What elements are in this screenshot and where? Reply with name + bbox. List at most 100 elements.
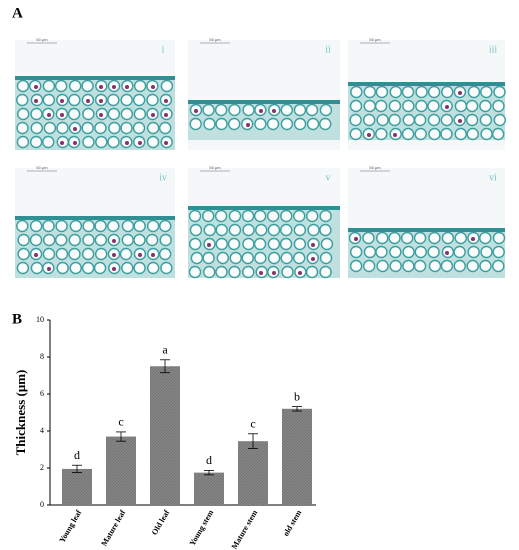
cell [363,99,376,113]
cell [253,209,267,223]
cell [280,103,294,117]
nucleus [311,257,315,261]
cell [389,259,402,273]
cell [146,219,160,233]
cell [29,233,43,247]
cell [363,85,377,99]
cell [29,219,43,233]
cell [159,233,172,247]
cell [254,117,267,131]
nucleus [311,243,315,247]
y-tick-label: 2 [40,463,44,472]
y-tick-label: 10 [36,315,44,324]
x-tick-label: Young leaf [57,508,83,544]
cell [465,99,479,113]
cell [427,113,441,127]
nucleus [393,133,397,137]
nucleus [272,271,276,275]
cell [120,93,133,107]
cell [241,209,255,223]
nucleus [125,85,129,89]
y-axis-title: Thickness (μm) [13,370,28,456]
cell [228,223,242,237]
cell [229,251,242,265]
cell [319,209,332,223]
cell [479,99,492,113]
y-tick-label: 4 [40,426,44,435]
cell [132,121,146,135]
cell [16,79,30,93]
cell [227,237,241,251]
cell [389,245,402,259]
nucleus [354,237,358,241]
cell [454,127,467,141]
cell [82,107,95,121]
cell [30,107,43,121]
cell [56,121,69,135]
cell [188,209,202,223]
cell [132,93,146,107]
cell [202,103,215,117]
cell [81,79,94,93]
cell [350,85,363,99]
cell [16,121,29,135]
cell [215,223,228,237]
cell [81,247,95,261]
image-numeral: i [162,44,165,55]
scale-label: 50 μm [209,165,221,170]
cell [362,113,376,127]
nucleus [60,113,64,117]
nucleus [207,243,211,247]
nucleus [99,113,103,117]
nucleus [194,109,198,113]
cell [43,233,56,247]
bar [106,436,136,505]
nucleus [445,105,449,109]
image-numeral: iv [159,172,167,183]
cell [94,247,108,261]
nucleus [34,99,38,103]
nucleus [151,253,155,257]
cell [493,113,507,127]
cell [453,245,466,259]
cell [492,259,505,273]
cell [467,245,480,259]
cell [241,251,254,265]
nucleus [112,267,116,271]
scale-label: 50 μm [36,37,48,42]
cell [215,237,228,251]
nucleus [259,271,263,275]
cell [414,245,427,259]
nucleus [99,85,103,89]
cell [466,127,479,141]
cell [160,79,174,93]
scale-label: 50 μm [369,165,381,170]
cell [202,251,215,265]
cell [107,219,120,233]
cell [253,237,267,251]
cell [68,93,81,107]
significance-letter: c [250,417,255,431]
cell [440,113,454,127]
cell [427,99,440,113]
cell [203,265,216,279]
bar [282,408,312,505]
cell [479,113,493,127]
cell [54,233,68,247]
cell [30,261,44,275]
cell [203,223,216,237]
y-tick-label: 0 [40,500,44,509]
cell [374,99,388,113]
cell [389,85,402,99]
cell [267,251,281,265]
x-tick-label: Old leaf [150,508,172,536]
cell [121,219,135,233]
cell [16,93,29,107]
cell [400,231,414,245]
cell [319,117,332,131]
cell [388,113,401,127]
nucleus [458,91,462,95]
cell [413,259,427,273]
cell [227,117,241,131]
